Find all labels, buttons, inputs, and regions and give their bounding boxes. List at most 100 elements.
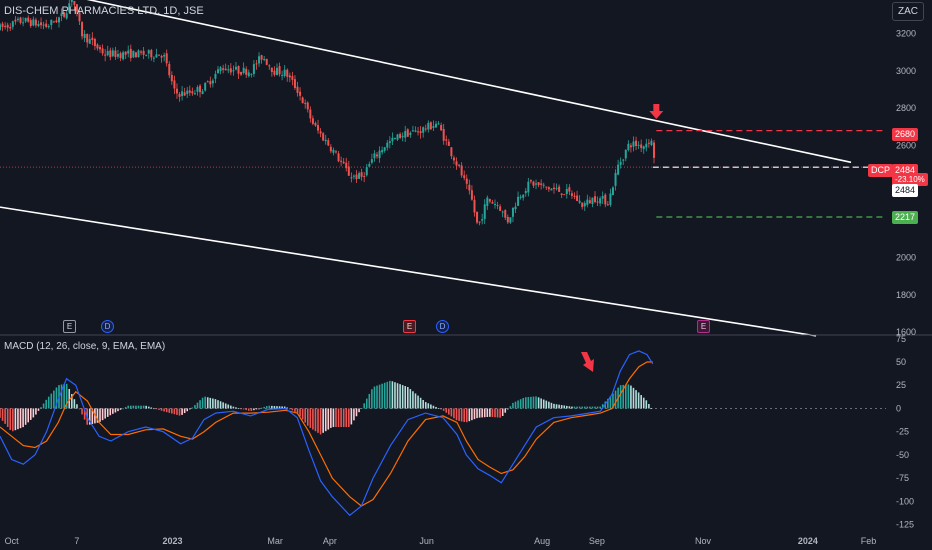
candle-body — [57, 17, 60, 23]
macd-histogram-bar — [448, 408, 450, 415]
macd-histogram-bar — [183, 408, 186, 414]
price-panel[interactable] — [0, 0, 886, 337]
macd-histogram-bar — [442, 408, 445, 411]
candle-body — [604, 194, 607, 205]
channel-lower-line — [0, 206, 817, 337]
price-axis-tick: 3200 — [896, 29, 916, 39]
candle-body — [358, 173, 361, 179]
macd-histogram-bar — [227, 404, 230, 409]
candle-body — [150, 50, 153, 58]
candle-body — [42, 24, 45, 26]
macd-line — [0, 350, 654, 517]
candle-body — [204, 82, 207, 91]
macd-histogram-bar — [542, 399, 545, 409]
candle-body — [529, 180, 532, 182]
candle-body — [386, 142, 389, 148]
macd-histogram-bar — [253, 408, 255, 411]
candle-body — [242, 67, 245, 73]
candle-body — [119, 53, 122, 59]
candle-body — [178, 93, 181, 97]
candle-body — [493, 204, 496, 206]
macd-histogram-bar — [37, 408, 40, 411]
macd-histogram-bar — [496, 408, 499, 418]
candle-body — [650, 140, 653, 146]
candle-body — [360, 172, 363, 177]
candle-body — [258, 56, 261, 64]
candle-body — [0, 24, 1, 30]
macd-histogram-bar — [242, 408, 245, 410]
macd-histogram-bar — [430, 404, 432, 409]
candle-body — [560, 193, 563, 195]
candle-body — [68, 3, 71, 13]
macd-histogram-bar — [417, 395, 419, 409]
candle-body — [463, 175, 466, 179]
candle-body — [173, 80, 176, 89]
macd-histogram-bar — [340, 408, 342, 428]
macd-histogram-bar — [650, 408, 653, 409]
candle-body — [442, 129, 445, 141]
macd-panel[interactable] — [0, 350, 886, 517]
candle-body — [586, 199, 589, 205]
candle-body — [96, 44, 99, 49]
candle-body — [570, 193, 573, 196]
price-axis-tick: 2600 — [896, 141, 916, 151]
earnings-event-icon[interactable]: E — [63, 320, 76, 333]
macd-histogram-bar — [383, 382, 386, 409]
macd-histogram-bar — [432, 405, 435, 409]
macd-histogram-bar — [563, 405, 566, 409]
dividend-event-icon[interactable]: D — [101, 320, 114, 333]
macd-title: MACD (12, 26, close, 9, EMA, EMA) — [4, 341, 166, 352]
candle-body — [37, 23, 40, 26]
macd-histogram-bar — [530, 396, 532, 409]
candle-body — [293, 79, 296, 89]
candle-body — [32, 19, 35, 26]
macd-histogram-bar — [278, 406, 281, 409]
macd-histogram-bar — [389, 380, 391, 409]
current-price-box: 2484 — [892, 184, 919, 197]
macd-histogram-bar — [63, 383, 65, 409]
macd-histogram-bar — [619, 385, 622, 409]
macd-histogram-bar — [247, 408, 250, 411]
candle-body — [473, 199, 476, 213]
candle-body — [645, 143, 648, 148]
macd-histogram-bar — [609, 396, 612, 409]
macd-histogram-bar — [222, 402, 224, 409]
macd-histogram-bar — [171, 408, 173, 414]
candle-body — [581, 202, 584, 207]
candle-body — [573, 195, 576, 197]
candle-body — [65, 13, 68, 19]
macd-histogram-bar — [614, 390, 617, 409]
candle-body — [11, 21, 14, 27]
macd-histogram-bar — [566, 405, 568, 409]
candle-body — [540, 183, 543, 185]
currency-button[interactable]: ZAC — [892, 2, 924, 21]
macd-histogram-bar — [607, 398, 609, 409]
macd-histogram-bar — [404, 386, 407, 409]
earnings-event-icon[interactable]: E — [403, 320, 416, 333]
candle-body — [368, 164, 371, 167]
candle-body — [452, 157, 455, 161]
macd-histogram-bar — [568, 406, 571, 409]
candle-body — [588, 200, 591, 204]
candle-body — [535, 183, 538, 185]
macd-histogram-bar — [335, 408, 337, 428]
macd-histogram-bar — [376, 385, 378, 409]
macd-histogram-bar — [535, 396, 537, 409]
dividend-event-icon[interactable]: D — [436, 320, 449, 333]
candle-body — [576, 195, 579, 201]
candle-body — [211, 80, 214, 84]
candle-body — [219, 67, 222, 72]
candle-body — [132, 50, 135, 58]
candle-body — [75, 4, 78, 12]
candle-body — [70, 0, 73, 2]
macd-histogram-bar — [142, 405, 145, 409]
candle-body — [491, 202, 494, 204]
macd-histogram-bar — [212, 398, 214, 409]
macd-histogram-bar — [235, 407, 237, 409]
macd-histogram-bar — [345, 408, 348, 428]
upcoming-earnings-event-icon[interactable]: E — [697, 320, 710, 333]
macd-histogram-bar — [427, 403, 430, 409]
candle-body — [137, 50, 140, 58]
candle-body — [627, 143, 630, 151]
